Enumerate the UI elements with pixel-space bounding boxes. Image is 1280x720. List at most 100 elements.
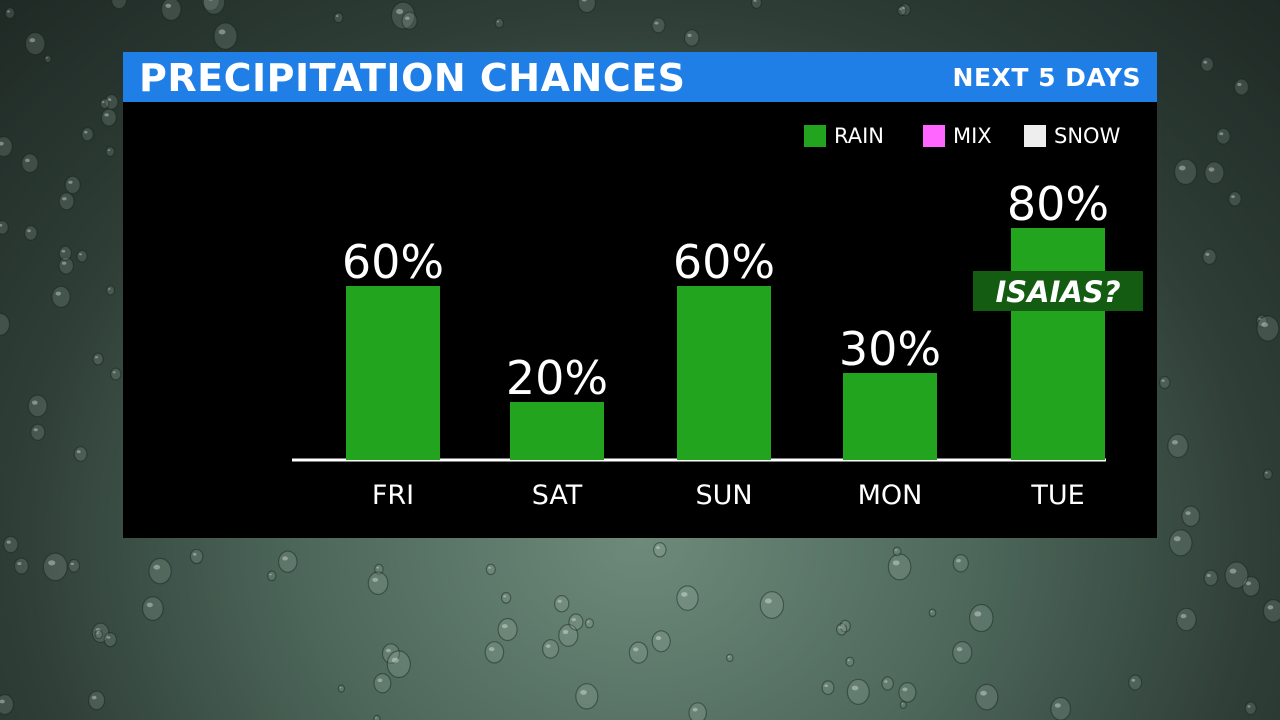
rain-drop-highlight — [1258, 318, 1262, 321]
rain-drop — [896, 5, 907, 16]
rain-drop — [202, 0, 226, 15]
rain-drop-highlight — [496, 20, 500, 23]
rain-drop-highlight — [681, 592, 688, 597]
rain-drop-highlight — [96, 632, 99, 634]
rain-drop — [381, 643, 400, 664]
rain-drop-highlight — [269, 573, 272, 576]
rain-drop — [1202, 248, 1217, 265]
rain-drop — [105, 285, 116, 296]
rain-drop — [1228, 191, 1242, 207]
rain-drop — [1255, 314, 1268, 328]
rain-drop — [58, 256, 74, 275]
legend-label-mix: MIX — [953, 124, 992, 148]
rain-drop — [725, 653, 734, 663]
rain-drop — [333, 12, 344, 24]
rain-drop-highlight — [633, 647, 639, 652]
rain-drop — [1181, 505, 1201, 527]
rain-drop-highlight — [84, 130, 88, 134]
rain-drop — [688, 702, 707, 720]
rain-drop-highlight — [61, 261, 67, 265]
rain-drop-highlight — [1173, 536, 1181, 542]
rain-drop — [1203, 569, 1219, 587]
rain-drop-highlight — [391, 657, 399, 663]
rain-drop-highlight — [165, 3, 172, 8]
rain-drop — [67, 558, 81, 573]
rain-drop — [1244, 701, 1257, 715]
rain-drop-highlight — [894, 549, 898, 551]
rain-drop-highlight — [1247, 705, 1251, 708]
rain-drop — [497, 617, 518, 642]
legend-label-rain: RAIN — [834, 124, 885, 148]
rain-drop — [374, 563, 384, 575]
rain-drop-highlight — [1180, 614, 1187, 619]
category-label-tue: TUE — [1030, 480, 1084, 511]
rain-drop-highlight — [405, 16, 410, 20]
rain-drop — [277, 550, 298, 573]
rain-drop — [1200, 56, 1214, 73]
rain-drop-highlight — [764, 598, 772, 604]
legend-item-mix: MIX — [923, 125, 992, 147]
value-label-fri: 60% — [342, 235, 444, 289]
rain-drop — [0, 694, 14, 715]
rain-drop — [21, 153, 39, 174]
rain-drop — [160, 0, 182, 21]
rain-drop — [1173, 158, 1198, 185]
rain-drop — [892, 546, 902, 557]
rain-drop — [0, 136, 13, 158]
rain-drop-highlight — [1208, 167, 1215, 172]
rain-drop — [1224, 561, 1249, 589]
rain-drop-highlight — [68, 180, 73, 184]
rain-drop — [676, 585, 699, 611]
rain-drop — [1262, 599, 1280, 623]
rain-drop-highlight — [545, 644, 551, 648]
rain-drop-highlight — [70, 562, 75, 566]
annotation-box — [973, 271, 1143, 311]
rain-drop-highlight — [692, 707, 698, 712]
rain-drop-highlight — [1229, 568, 1237, 574]
rain-drop — [485, 563, 496, 576]
rain-drop — [42, 552, 68, 582]
rain-drop — [584, 618, 595, 629]
rain-drop — [189, 548, 204, 565]
rain-drop-highlight — [0, 699, 5, 704]
rain-drop — [651, 630, 671, 653]
rain-drop-highlight — [1185, 511, 1191, 515]
rain-drop — [266, 570, 277, 582]
bar-fri — [346, 286, 440, 460]
rain-drop-highlight — [557, 599, 562, 603]
rain-drop-highlight — [488, 647, 495, 652]
rain-drop — [1256, 315, 1280, 342]
rain-drop — [201, 0, 220, 12]
rain-drop-highlight — [17, 562, 22, 566]
rain-drop-highlight — [107, 98, 112, 101]
rain-drop-highlight — [0, 141, 4, 146]
rain-drop-highlight — [501, 624, 508, 629]
rain-drop — [1262, 468, 1273, 480]
rain-drop — [494, 17, 504, 29]
rain-drop-highlight — [884, 680, 888, 683]
rain-drop-highlight — [656, 546, 660, 549]
rain-drop — [148, 557, 172, 585]
rain-drop — [652, 542, 667, 558]
rain-drop-highlight — [29, 38, 36, 43]
rain-drop-highlight — [1054, 703, 1061, 708]
rain-drop — [554, 595, 570, 613]
rain-drop-highlight — [974, 611, 982, 617]
rain-drop-highlight — [899, 8, 902, 11]
rain-drop-highlight — [581, 0, 587, 2]
rain-drop-highlight — [282, 556, 288, 561]
rain-drop-highlight — [192, 552, 197, 556]
rain-drop — [386, 650, 411, 679]
rain-drop — [0, 220, 9, 235]
category-label-mon: MON — [858, 480, 923, 511]
rain-drop — [373, 673, 392, 694]
rain-drop-highlight — [102, 101, 105, 104]
rain-drop-highlight — [48, 560, 56, 566]
bar-sun — [677, 286, 771, 460]
rain-drop — [628, 641, 649, 664]
bar-sat — [510, 402, 604, 460]
rain-drop — [541, 639, 560, 659]
rain-drop-highlight — [503, 595, 507, 598]
rain-drop-highlight — [62, 197, 67, 201]
